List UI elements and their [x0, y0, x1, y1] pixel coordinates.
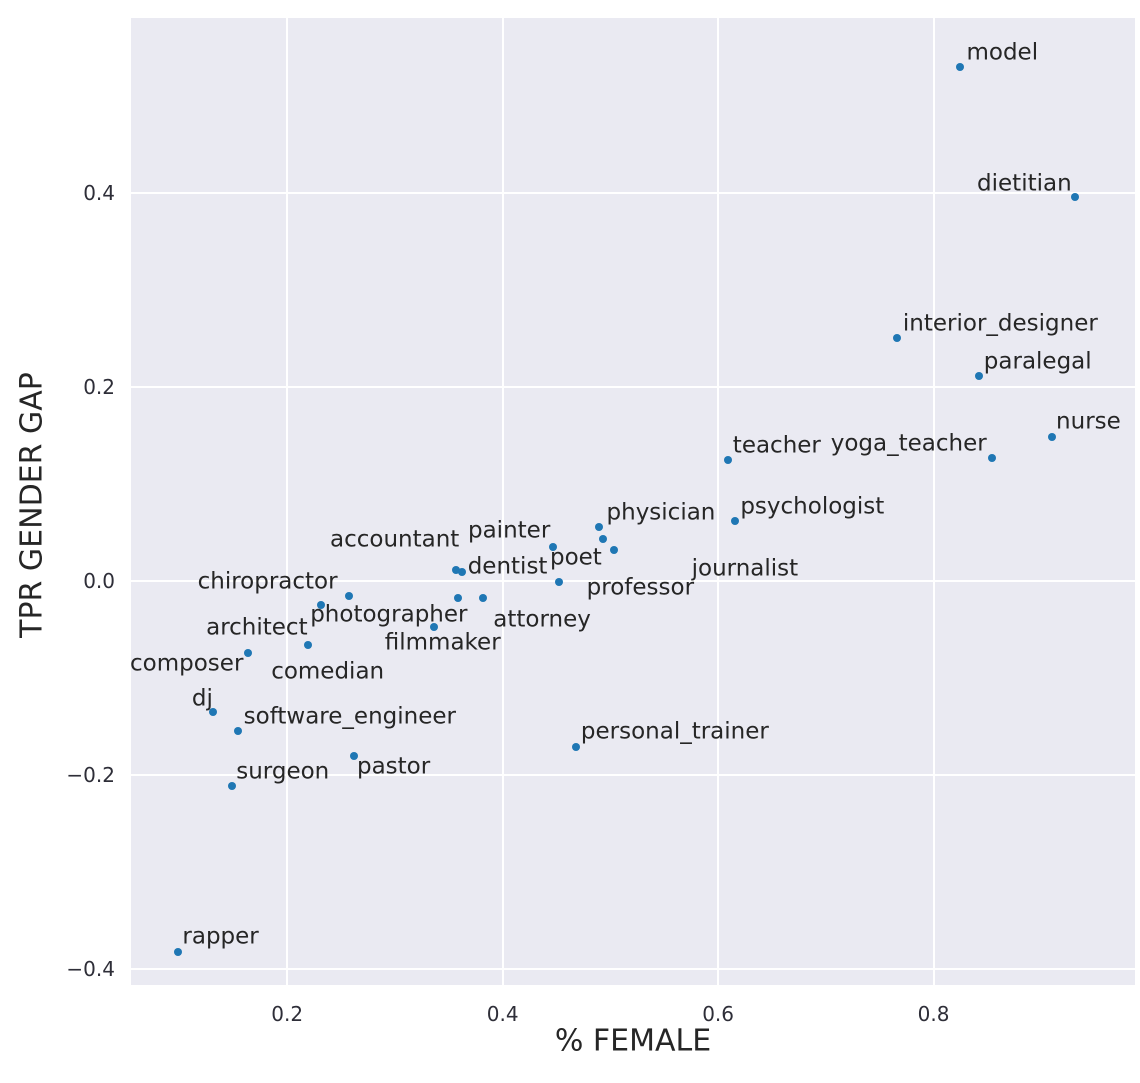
data-point-chiropractor	[344, 592, 353, 601]
data-point-professor	[554, 578, 563, 587]
data-point-journalist	[609, 546, 618, 555]
y-axis-title: TPR GENDER GAP	[14, 372, 50, 638]
point-label-nurse: nurse	[1056, 408, 1121, 435]
point-label-teacher: teacher	[732, 432, 821, 459]
data-point-poet	[598, 534, 607, 543]
y-gridline	[131, 191, 1135, 194]
point-label-comedian: comedian	[271, 657, 385, 684]
point-label-journalist: journalist	[691, 555, 799, 582]
data-point-physician	[594, 523, 603, 532]
point-label-dentist: dentist	[467, 553, 548, 580]
data-point-attorney	[479, 594, 488, 602]
point-label-yoga_teacher: yoga_teacher	[830, 430, 987, 457]
data-point-paralegal	[974, 371, 983, 380]
data-point-pastor	[349, 752, 358, 761]
data-point-dentist	[457, 567, 466, 576]
data-point-software_engineer	[233, 726, 242, 735]
data-point-model	[956, 63, 965, 72]
y-gridline	[131, 773, 1135, 776]
x-gridline	[286, 18, 289, 985]
point-label-attorney: attorney	[493, 606, 591, 633]
point-label-painter: painter	[467, 516, 551, 543]
data-point-filmmaker	[429, 623, 438, 632]
point-label-composer: composer	[131, 650, 244, 677]
point-label-architect: architect	[206, 614, 308, 641]
point-label-rapper: rapper	[182, 923, 259, 950]
x-tick-label: 0.4	[486, 1002, 519, 1026]
y-tick-label: 0.0	[83, 568, 115, 593]
point-label-physician: physician	[606, 499, 716, 526]
point-label-dj: dj	[191, 685, 213, 712]
y-tick-label: 0.2	[83, 374, 115, 399]
x-gridline	[501, 18, 504, 985]
data-point-photographer	[454, 594, 463, 602]
point-label-personal_trainer: personal_trainer	[580, 718, 769, 745]
y-tick-label: −0.4	[66, 956, 115, 981]
point-label-dietitian: dietitian	[977, 170, 1072, 197]
point-label-surgeon: surgeon	[236, 758, 330, 785]
point-label-pastor: pastor	[356, 753, 431, 780]
x-gridline	[932, 18, 935, 985]
data-point-nurse	[1048, 433, 1057, 441]
data-point-comedian	[303, 640, 312, 649]
plot-area: model dietitian interior_designer paralegal…	[131, 18, 1135, 985]
data-point-accountant	[452, 565, 461, 574]
x-tick-label: 0.6	[702, 1002, 734, 1026]
point-label-psychologist: psychologist	[740, 493, 885, 520]
point-label-model: model	[966, 39, 1039, 66]
x-axis-title: % FEMALE	[554, 1023, 712, 1059]
y-gridline	[131, 385, 1135, 388]
data-point-surgeon	[228, 782, 237, 791]
y-tick-label: −0.2	[66, 762, 115, 787]
data-point-dj	[208, 708, 217, 717]
data-point-personal_trainer	[571, 743, 580, 752]
point-label-photographer: photographer	[310, 601, 468, 628]
data-point-psychologist	[731, 517, 740, 526]
point-label-software_engineer: software_engineer	[243, 703, 456, 730]
point-label-paralegal: paralegal	[983, 348, 1092, 375]
data-point-yoga_teacher	[987, 454, 996, 463]
point-label-chiropractor: chiropractor	[197, 568, 338, 595]
y-tick-label: 0.4	[83, 180, 115, 205]
x-tick-label: 0.8	[917, 1002, 950, 1026]
data-point-teacher	[723, 456, 732, 465]
point-label-filmmaker: filmmaker	[384, 629, 501, 656]
data-point-architect	[316, 600, 325, 609]
y-gridline	[131, 579, 1135, 582]
point-label-poet: poet	[549, 544, 602, 571]
x-tick-label: 0.2	[271, 1002, 304, 1026]
data-point-rapper	[174, 948, 183, 957]
x-gridline	[717, 18, 720, 985]
point-label-professor: professor	[586, 574, 695, 601]
point-label-accountant: accountant	[330, 526, 460, 553]
data-point-dietitian	[1070, 193, 1079, 202]
data-point-interior_designer	[892, 334, 901, 343]
data-point-composer	[244, 649, 253, 658]
y-gridline	[131, 967, 1135, 970]
data-point-painter	[549, 542, 558, 551]
point-label-interior_designer: interior_designer	[902, 310, 1098, 337]
